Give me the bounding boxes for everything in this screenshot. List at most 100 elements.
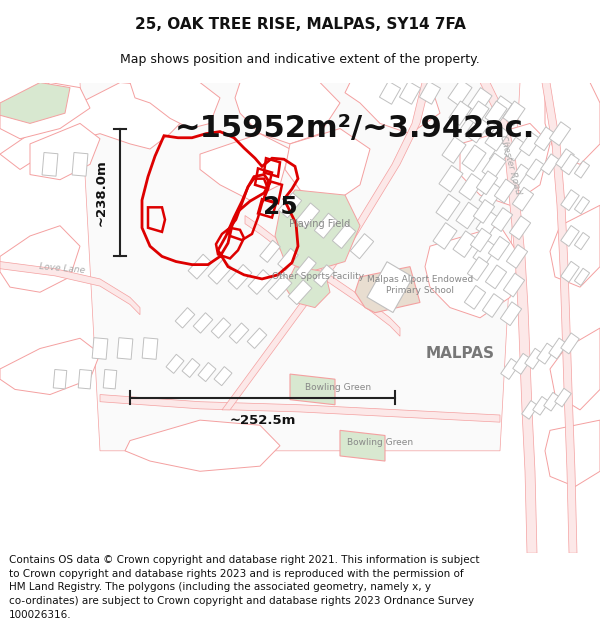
- Polygon shape: [535, 127, 556, 151]
- Polygon shape: [208, 259, 232, 284]
- Polygon shape: [100, 394, 500, 422]
- Polygon shape: [182, 358, 200, 377]
- Polygon shape: [248, 269, 272, 294]
- Polygon shape: [0, 261, 140, 315]
- Polygon shape: [468, 88, 492, 114]
- Polygon shape: [228, 264, 252, 289]
- Text: Bowling Green: Bowling Green: [305, 383, 371, 392]
- Polygon shape: [465, 116, 489, 143]
- Polygon shape: [30, 123, 100, 180]
- Polygon shape: [290, 374, 335, 405]
- Text: Love Lane: Love Lane: [38, 262, 85, 275]
- Polygon shape: [526, 159, 544, 180]
- Polygon shape: [214, 367, 232, 386]
- Polygon shape: [522, 401, 538, 419]
- Polygon shape: [555, 388, 571, 407]
- Polygon shape: [367, 262, 413, 312]
- Text: MALPAS: MALPAS: [425, 346, 494, 361]
- Polygon shape: [211, 318, 231, 338]
- Polygon shape: [448, 79, 472, 106]
- Polygon shape: [542, 82, 577, 553]
- Polygon shape: [467, 101, 489, 126]
- Polygon shape: [561, 333, 579, 354]
- Polygon shape: [512, 188, 533, 211]
- Polygon shape: [520, 132, 541, 156]
- Polygon shape: [235, 82, 340, 144]
- Polygon shape: [275, 190, 360, 272]
- Polygon shape: [198, 362, 216, 382]
- Text: Playing Field: Playing Field: [289, 219, 350, 229]
- Polygon shape: [166, 354, 184, 373]
- Polygon shape: [42, 152, 58, 176]
- Polygon shape: [72, 152, 88, 176]
- Polygon shape: [482, 294, 503, 318]
- Polygon shape: [78, 369, 92, 389]
- Polygon shape: [503, 273, 524, 297]
- Polygon shape: [485, 265, 506, 289]
- Polygon shape: [268, 275, 292, 299]
- Polygon shape: [350, 234, 374, 259]
- Polygon shape: [525, 348, 543, 369]
- Polygon shape: [473, 239, 497, 266]
- Polygon shape: [355, 267, 420, 312]
- Text: Chester Road: Chester Road: [498, 134, 522, 195]
- Polygon shape: [490, 142, 511, 166]
- Polygon shape: [509, 216, 530, 239]
- Polygon shape: [482, 153, 506, 180]
- Polygon shape: [442, 137, 466, 163]
- Polygon shape: [511, 164, 529, 185]
- Polygon shape: [485, 101, 507, 126]
- Text: Contains OS data © Crown copyright and database right 2021. This information is : Contains OS data © Crown copyright and d…: [9, 555, 479, 619]
- Polygon shape: [314, 265, 334, 287]
- Polygon shape: [541, 154, 559, 175]
- Polygon shape: [470, 228, 491, 252]
- Polygon shape: [480, 82, 537, 553]
- Polygon shape: [345, 82, 440, 134]
- Polygon shape: [0, 82, 90, 139]
- Polygon shape: [288, 280, 312, 304]
- Polygon shape: [456, 202, 480, 229]
- Polygon shape: [503, 101, 525, 126]
- Polygon shape: [0, 226, 80, 292]
- Text: 25: 25: [263, 196, 298, 219]
- Polygon shape: [193, 312, 213, 333]
- Text: 25, OAK TREE RISE, MALPAS, SY14 7FA: 25, OAK TREE RISE, MALPAS, SY14 7FA: [134, 18, 466, 32]
- Polygon shape: [0, 82, 70, 123]
- Polygon shape: [419, 81, 440, 104]
- Polygon shape: [561, 226, 579, 246]
- Polygon shape: [439, 166, 463, 192]
- Polygon shape: [445, 108, 469, 135]
- Polygon shape: [561, 189, 579, 211]
- Polygon shape: [533, 396, 549, 415]
- Polygon shape: [545, 82, 600, 164]
- Polygon shape: [462, 145, 486, 171]
- Polygon shape: [296, 203, 320, 228]
- Polygon shape: [501, 359, 519, 379]
- Polygon shape: [379, 81, 401, 104]
- Polygon shape: [260, 240, 280, 262]
- Polygon shape: [125, 420, 280, 471]
- Polygon shape: [92, 338, 108, 359]
- Polygon shape: [188, 254, 212, 279]
- Text: Bowling Green: Bowling Green: [347, 438, 413, 447]
- Polygon shape: [460, 123, 550, 205]
- Text: Other Sports Facility: Other Sports Facility: [272, 272, 364, 281]
- Polygon shape: [476, 171, 497, 194]
- Polygon shape: [549, 338, 567, 359]
- Polygon shape: [488, 96, 512, 122]
- Polygon shape: [574, 197, 590, 214]
- Polygon shape: [473, 199, 494, 223]
- Polygon shape: [296, 256, 316, 279]
- Polygon shape: [332, 223, 356, 249]
- Polygon shape: [506, 244, 527, 268]
- Polygon shape: [425, 226, 520, 318]
- Polygon shape: [561, 154, 579, 175]
- Polygon shape: [436, 194, 460, 221]
- Polygon shape: [545, 420, 600, 487]
- Polygon shape: [556, 149, 574, 170]
- Polygon shape: [449, 101, 471, 126]
- Polygon shape: [544, 392, 560, 411]
- Polygon shape: [80, 82, 520, 451]
- Polygon shape: [491, 208, 512, 231]
- Polygon shape: [278, 192, 302, 218]
